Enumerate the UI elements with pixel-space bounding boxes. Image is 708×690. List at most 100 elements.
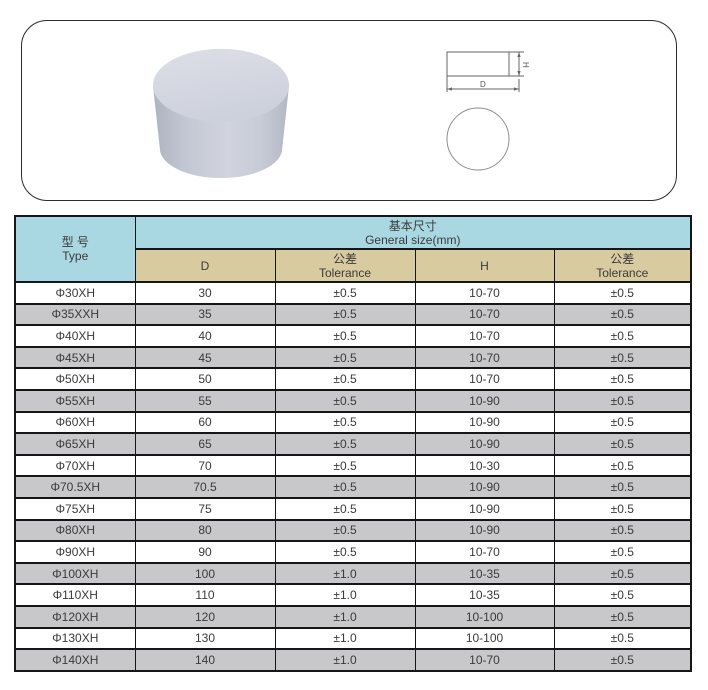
table-row: Φ65XH 65 ±0.5 10-90 ±0.5 [14,432,692,456]
cell-h-tolerance: ±0.5 [553,453,692,478]
cell-d: 65 [134,432,276,456]
cell-type: Φ75XH [14,496,136,521]
cell-h-tolerance: ±0.5 [553,561,692,586]
cell-d-tolerance: ±1.0 [274,626,416,651]
cell-d-tolerance: ±0.5 [274,496,416,521]
cell-d-tolerance: ±0.5 [274,518,416,543]
cell-d: 50 [134,367,276,391]
cell-h-tolerance: ±0.5 [553,367,692,391]
cell-type: Φ40XH [14,324,136,348]
cell-h: 10-70 [414,281,555,305]
cell-d: 75 [134,496,276,521]
header-type-cn: 型 号 [61,235,89,249]
cell-d-tolerance: ±0.5 [274,367,416,391]
cell-h: 10-70 [414,540,555,564]
cell-h-tolerance: ±0.5 [553,345,692,370]
table-row: Φ120XH 120 ±1.0 10-100 ±0.5 [14,604,692,629]
cell-d-tolerance: ±0.5 [274,410,416,435]
cell-h: 10-30 [414,453,555,478]
cell-d-tolerance: ±0.5 [274,432,416,456]
cell-d: 120 [134,604,276,629]
cell-h: 10-70 [414,648,555,672]
cell-type: Φ100XH [14,561,136,586]
cell-h-tolerance: ±0.5 [553,302,692,327]
header-tolerance-en: Tolerance [318,265,372,280]
header-size-en: General size(mm) [365,232,461,247]
cell-h: 10-90 [414,496,555,521]
table-row: Φ110XH 110 ±1.0 10-35 ±0.5 [14,583,692,607]
header-col-h-tolerance: 公差 Tolerance [553,248,692,283]
cell-h: 10-100 [414,604,555,629]
header-col-h: H [414,248,555,283]
cell-h-tolerance: ±0.5 [553,540,692,564]
table-row: Φ140XH 140 ±1.0 10-70 ±0.5 [14,648,692,672]
cell-h-tolerance: ±0.5 [553,604,692,629]
header-type: 型 号 Type [14,215,136,283]
cell-d: 70.5 [134,475,276,499]
cell-h: 10-70 [414,367,555,391]
cell-h: 10-70 [414,324,555,348]
cell-type: Φ35XXH [14,302,136,327]
cell-h: 10-90 [414,432,555,456]
dim-label-d: D [480,80,486,89]
cylinder-top-face [152,48,290,122]
header-tolerance-cn: 公差 [610,251,635,266]
dim-label-h: H [521,62,530,68]
cell-h: 10-90 [414,410,555,435]
header-general-size: 基本尺寸 General size(mm) [134,215,692,250]
cell-d-tolerance: ±0.5 [274,453,416,478]
cell-d-tolerance: ±0.5 [274,345,416,370]
table-row: Φ60XH 60 ±0.5 10-90 ±0.5 [14,410,692,435]
cell-type: Φ50XH [14,367,136,391]
cell-d: 30 [134,281,276,305]
table-row: Φ70.5XH 70.5 ±0.5 10-90 ±0.5 [14,475,692,499]
cell-d: 140 [134,648,276,672]
gray-cylinder-3d-icon [152,48,290,179]
cell-h-tolerance: ±0.5 [553,583,692,607]
cell-type: Φ140XH [14,648,136,672]
table-row: Φ75XH 75 ±0.5 10-90 ±0.5 [14,496,692,521]
cell-h-tolerance: ±0.5 [553,475,692,499]
cell-d: 110 [134,583,276,607]
cell-h: 10-90 [414,475,555,499]
cell-h: 10-90 [414,388,555,413]
cell-type: Φ90XH [14,540,136,564]
cell-type: Φ110XH [14,583,136,607]
cell-h: 10-35 [414,561,555,586]
cell-h-tolerance: ±0.5 [553,281,692,305]
cell-h: 10-70 [414,345,555,370]
side-view-rect [446,51,510,77]
table-row: Φ90XH 90 ±0.5 10-70 ±0.5 [14,540,692,564]
cell-type: Φ80XH [14,518,136,543]
cell-h-tolerance: ±0.5 [553,626,692,651]
spec-table-header: 型 号 Type 基本尺寸 General size(mm) D 公差 Tole… [14,215,692,283]
cell-d: 40 [134,324,276,348]
cell-type: Φ65XH [14,432,136,456]
cell-d-tolerance: ±0.5 [274,540,416,564]
cell-type: Φ45XH [14,345,136,370]
cell-d: 130 [134,626,276,651]
cell-d: 90 [134,540,276,564]
cell-d-tolerance: ±1.0 [274,583,416,607]
product-panel: H D [21,20,677,201]
table-row: Φ50XH 50 ±0.5 10-70 ±0.5 [14,367,692,391]
cell-d-tolerance: ±0.5 [274,281,416,305]
cell-d-tolerance: ±0.5 [274,388,416,413]
cell-d-tolerance: ±0.5 [274,475,416,499]
cell-type: Φ30XH [14,281,136,305]
table-row: Φ45XH 45 ±0.5 10-70 ±0.5 [14,345,692,370]
cell-d: 100 [134,561,276,586]
table-row: Φ40XH 40 ±0.5 10-70 ±0.5 [14,324,692,348]
cell-d: 45 [134,345,276,370]
table-row: Φ100XH 100 ±1.0 10-35 ±0.5 [14,561,692,586]
spec-table-body: Φ30XH 30 ±0.5 10-70 ±0.5 Φ35XXH 35 ±0.5 10-70 ±0.… [14,281,692,672]
cell-h: 10-100 [414,626,555,651]
table-row: Φ35XXH 35 ±0.5 10-70 ±0.5 [14,302,692,327]
table-row: Φ70XH 70 ±0.5 10-30 ±0.5 [14,453,692,478]
table-row: Φ55XH 55 ±0.5 10-90 ±0.5 [14,388,692,413]
header-size-cn: 基本尺寸 [388,218,437,233]
dimension-drawing: H D [446,51,530,171]
cell-d-tolerance: ±0.5 [274,324,416,348]
table-row: Φ130XH 130 ±1.0 10-100 ±0.5 [14,626,692,651]
cell-h-tolerance: ±0.5 [553,388,692,413]
